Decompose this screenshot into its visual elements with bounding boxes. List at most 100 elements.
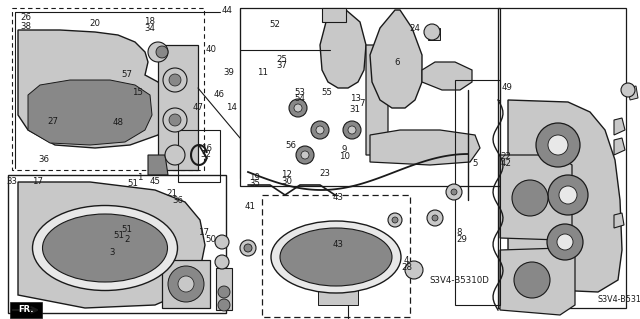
Circle shape xyxy=(559,186,577,204)
Text: 1: 1 xyxy=(137,173,142,182)
Polygon shape xyxy=(18,30,168,148)
Text: 35: 35 xyxy=(249,179,260,188)
Circle shape xyxy=(348,126,356,134)
Text: 39: 39 xyxy=(224,68,234,77)
Text: 52: 52 xyxy=(269,20,281,29)
Bar xyxy=(322,8,346,22)
Circle shape xyxy=(427,210,443,226)
Polygon shape xyxy=(614,118,625,135)
Text: 36: 36 xyxy=(172,196,184,205)
Circle shape xyxy=(215,235,229,249)
Bar xyxy=(455,80,500,305)
Ellipse shape xyxy=(280,228,392,286)
Polygon shape xyxy=(500,248,575,315)
Circle shape xyxy=(178,276,194,292)
Text: 47: 47 xyxy=(193,103,204,112)
Text: 51: 51 xyxy=(113,231,124,240)
Polygon shape xyxy=(320,10,366,88)
Text: 48: 48 xyxy=(113,118,124,127)
Text: FR.: FR. xyxy=(19,306,34,315)
Ellipse shape xyxy=(42,214,168,282)
Bar xyxy=(262,195,410,317)
Circle shape xyxy=(547,224,583,260)
Circle shape xyxy=(512,180,548,216)
Text: 3: 3 xyxy=(109,248,115,256)
Bar xyxy=(12,8,204,170)
Text: 43: 43 xyxy=(332,193,344,202)
Circle shape xyxy=(289,99,307,117)
Polygon shape xyxy=(18,182,205,308)
Polygon shape xyxy=(162,260,210,308)
Polygon shape xyxy=(318,282,358,305)
Bar xyxy=(498,8,626,308)
Text: 30: 30 xyxy=(281,177,292,186)
Text: 9: 9 xyxy=(342,145,347,154)
Text: 4: 4 xyxy=(404,256,409,265)
Circle shape xyxy=(215,255,229,269)
Circle shape xyxy=(557,234,573,250)
Text: 11: 11 xyxy=(257,68,268,77)
Circle shape xyxy=(343,121,361,139)
Text: 40: 40 xyxy=(205,45,217,54)
Polygon shape xyxy=(628,86,638,100)
Text: 57: 57 xyxy=(121,70,132,79)
Text: 14: 14 xyxy=(226,103,237,112)
Circle shape xyxy=(218,299,230,311)
Circle shape xyxy=(311,121,329,139)
Text: 31: 31 xyxy=(349,105,361,114)
Circle shape xyxy=(156,46,168,58)
Text: 49: 49 xyxy=(502,83,512,92)
Circle shape xyxy=(446,184,462,200)
Polygon shape xyxy=(148,155,168,175)
Circle shape xyxy=(163,108,187,132)
Circle shape xyxy=(163,68,187,92)
Text: 54: 54 xyxy=(294,94,305,103)
Text: 19: 19 xyxy=(250,173,260,182)
Polygon shape xyxy=(614,213,624,228)
Text: 18: 18 xyxy=(144,17,156,26)
Polygon shape xyxy=(216,268,232,310)
Circle shape xyxy=(432,215,438,221)
Polygon shape xyxy=(614,138,625,155)
Circle shape xyxy=(240,240,256,256)
Text: 46: 46 xyxy=(213,90,225,99)
Circle shape xyxy=(548,175,588,215)
Text: 21: 21 xyxy=(166,189,177,198)
Text: 50: 50 xyxy=(205,235,217,244)
Text: 45: 45 xyxy=(149,177,161,186)
Text: 56: 56 xyxy=(285,141,297,150)
Text: 41: 41 xyxy=(244,202,255,211)
Text: 24: 24 xyxy=(409,24,420,33)
Polygon shape xyxy=(370,130,480,165)
Text: S3V4-B5310D: S3V4-B5310D xyxy=(598,295,640,305)
Text: 53: 53 xyxy=(294,88,305,97)
Text: 7: 7 xyxy=(359,99,364,108)
Text: 20: 20 xyxy=(89,19,100,28)
Circle shape xyxy=(316,126,324,134)
Polygon shape xyxy=(422,62,472,90)
Text: 29: 29 xyxy=(457,235,467,244)
Text: 22: 22 xyxy=(500,152,511,161)
Text: 33: 33 xyxy=(6,177,17,186)
Text: 51: 51 xyxy=(127,179,139,188)
Circle shape xyxy=(405,261,423,279)
Polygon shape xyxy=(370,10,422,108)
Polygon shape xyxy=(158,45,198,170)
Text: 6: 6 xyxy=(394,58,399,67)
Polygon shape xyxy=(28,80,152,145)
Text: 17: 17 xyxy=(198,228,209,237)
Circle shape xyxy=(296,146,314,164)
Circle shape xyxy=(548,135,568,155)
Circle shape xyxy=(169,114,181,126)
Text: 23: 23 xyxy=(319,169,331,178)
Text: 38: 38 xyxy=(20,22,31,31)
Polygon shape xyxy=(500,155,572,240)
Ellipse shape xyxy=(33,205,177,291)
Circle shape xyxy=(168,266,204,302)
Text: 17: 17 xyxy=(31,177,43,186)
Text: S3V4-B5310D: S3V4-B5310D xyxy=(429,276,490,285)
Text: 36: 36 xyxy=(38,155,49,164)
Text: 55: 55 xyxy=(321,88,332,97)
Text: 51: 51 xyxy=(121,225,132,234)
Polygon shape xyxy=(508,100,622,292)
